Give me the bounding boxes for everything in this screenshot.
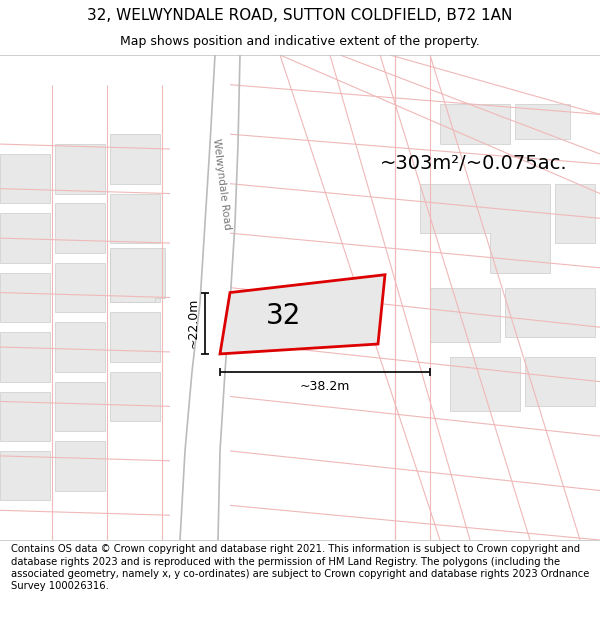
Polygon shape <box>525 357 595 406</box>
Polygon shape <box>55 382 105 431</box>
Polygon shape <box>0 213 50 263</box>
Text: Welwyndale Road: Welwyndale Road <box>211 138 233 230</box>
Polygon shape <box>110 372 160 421</box>
Polygon shape <box>110 253 160 302</box>
Polygon shape <box>430 288 500 342</box>
Polygon shape <box>420 184 550 272</box>
Polygon shape <box>55 263 105 312</box>
Polygon shape <box>450 357 520 411</box>
Text: ~22.0m: ~22.0m <box>187 298 199 348</box>
Polygon shape <box>555 184 595 243</box>
Polygon shape <box>0 451 50 501</box>
Text: 32, WELWYNDALE ROAD, SUTTON COLDFIELD, B72 1AN: 32, WELWYNDALE ROAD, SUTTON COLDFIELD, B… <box>88 8 512 23</box>
Polygon shape <box>55 204 105 253</box>
Polygon shape <box>0 391 50 441</box>
Polygon shape <box>180 55 240 540</box>
Polygon shape <box>220 275 385 354</box>
Polygon shape <box>55 441 105 491</box>
Text: 32: 32 <box>266 302 301 330</box>
Polygon shape <box>110 248 165 302</box>
Text: ~38.2m: ~38.2m <box>300 380 350 393</box>
Polygon shape <box>0 154 50 204</box>
Polygon shape <box>505 288 595 337</box>
Polygon shape <box>110 312 160 362</box>
Text: ~303m²/~0.075ac.: ~303m²/~0.075ac. <box>380 154 568 173</box>
Polygon shape <box>0 332 50 382</box>
Polygon shape <box>55 144 105 194</box>
Polygon shape <box>55 322 105 372</box>
Polygon shape <box>515 104 570 139</box>
Polygon shape <box>110 194 160 243</box>
Polygon shape <box>110 134 160 184</box>
Text: Contains OS data © Crown copyright and database right 2021. This information is : Contains OS data © Crown copyright and d… <box>11 544 589 591</box>
Polygon shape <box>440 104 510 144</box>
Text: Map shows position and indicative extent of the property.: Map shows position and indicative extent… <box>120 35 480 48</box>
Polygon shape <box>0 272 50 322</box>
